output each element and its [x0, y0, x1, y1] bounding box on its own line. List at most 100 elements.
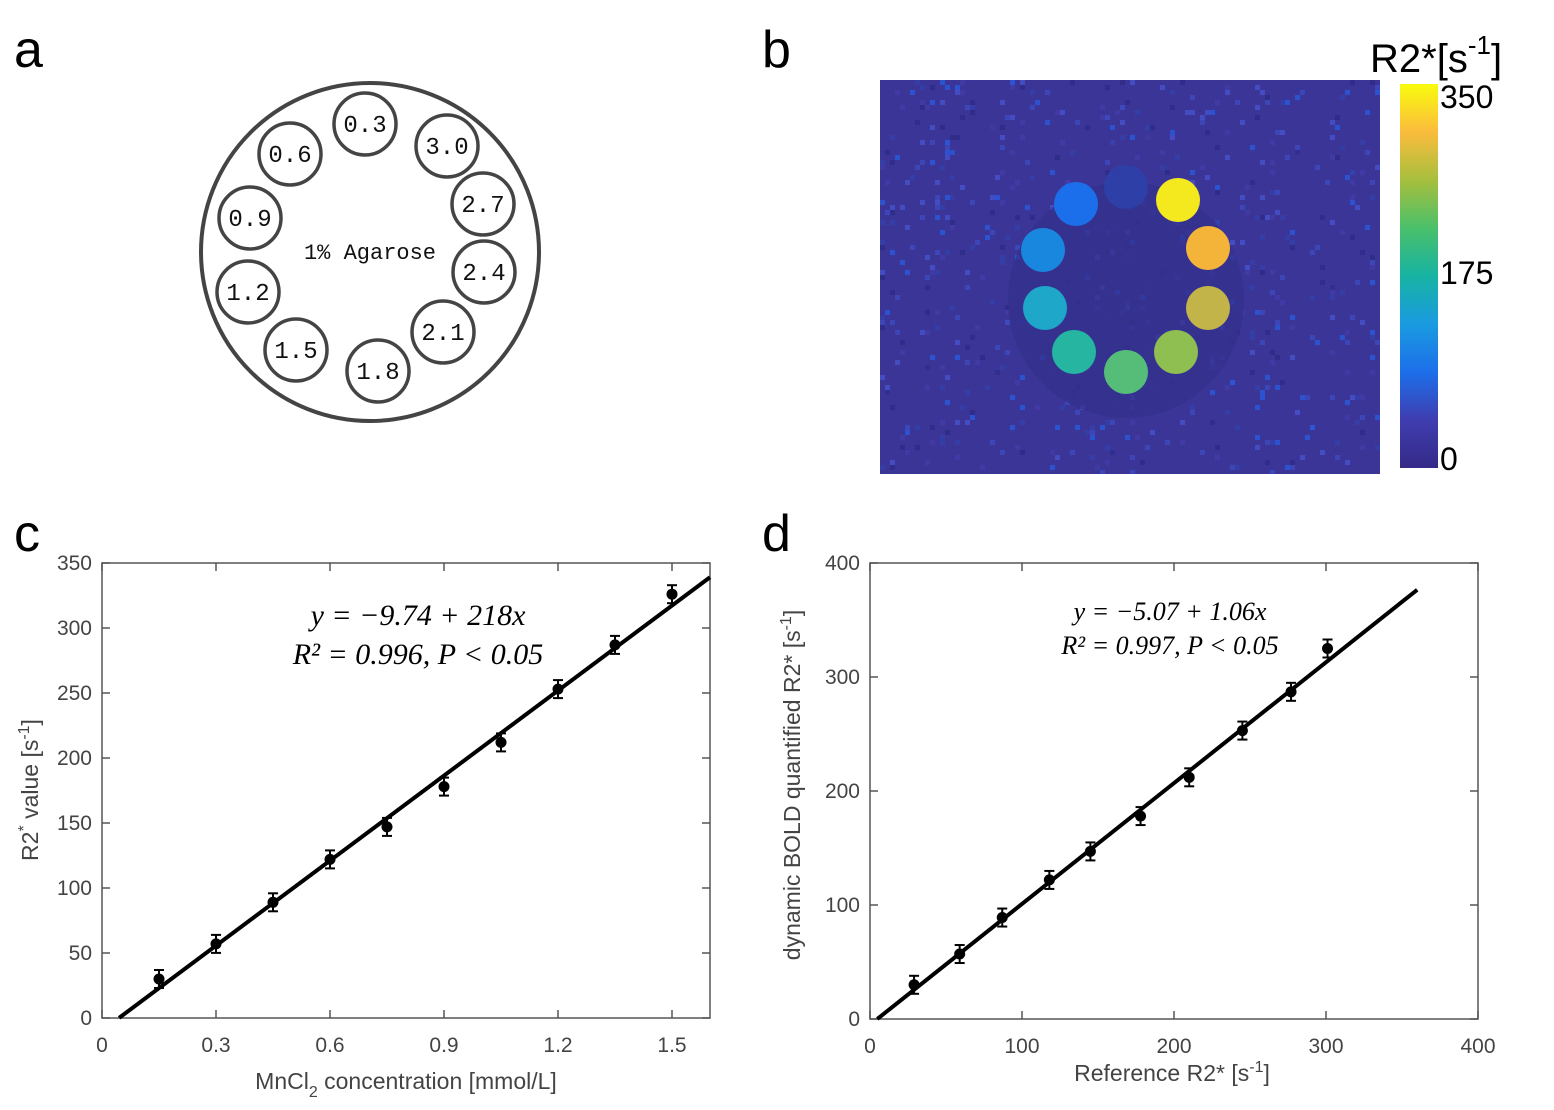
map-noise-pixel	[1085, 430, 1090, 435]
panel-label-a: a	[14, 21, 43, 79]
map-noise-pixel	[935, 310, 940, 315]
map-noise-pixel	[1245, 185, 1250, 190]
map-noise-pixel	[950, 175, 955, 180]
map-noise-pixel	[1330, 135, 1335, 140]
map-noise-pixel	[1070, 150, 1075, 155]
map-noise-pixel	[1150, 125, 1155, 130]
map-noise-pixel	[880, 160, 885, 165]
map-noise-pixel	[965, 345, 970, 350]
map-noise-pixel	[1215, 190, 1220, 195]
map-noise-pixel	[1250, 260, 1255, 265]
map-noise-pixel	[970, 415, 975, 420]
map-noise-pixel	[1190, 110, 1195, 115]
map-noise-pixel	[950, 150, 955, 155]
map-noise-pixel	[1105, 170, 1110, 175]
map-noise-pixel	[1170, 135, 1175, 140]
map-noise-pixel	[1240, 195, 1245, 200]
map-noise-pixel	[945, 375, 950, 380]
map-noise-pixel	[1010, 80, 1015, 85]
map-noise-pixel	[1240, 120, 1245, 125]
map-noise-pixel	[930, 160, 935, 165]
map-noise-pixel	[945, 150, 950, 155]
map-noise-pixel	[1255, 385, 1260, 390]
map-noise-pixel	[1250, 350, 1255, 355]
map-noise-pixel	[1035, 100, 1040, 105]
phantom-tube	[215, 259, 281, 325]
map-noise-pixel	[1275, 325, 1280, 330]
map-noise-pixel	[920, 105, 925, 110]
map-noise-pixel	[920, 140, 925, 145]
map-noise-pixel	[1005, 320, 1010, 325]
map-noise-pixel	[1265, 100, 1270, 105]
map-noise-pixel	[1290, 465, 1295, 470]
map-noise-pixel	[1335, 155, 1340, 160]
map-noise-pixel	[1120, 135, 1125, 140]
panel-label-c: c	[14, 505, 40, 563]
map-noise-pixel	[1350, 395, 1355, 400]
map-noise-pixel	[1355, 420, 1360, 425]
map-noise-pixel	[1215, 145, 1220, 150]
map-noise-pixel	[1370, 335, 1375, 340]
map-noise-pixel	[1240, 240, 1245, 245]
map-noise-pixel	[1160, 165, 1165, 170]
map-noise-pixel	[990, 300, 995, 305]
map-noise-pixel	[1115, 110, 1120, 115]
map-noise-pixel	[1255, 310, 1260, 315]
x-tick-label: 400	[1460, 1035, 1495, 1058]
map-noise-pixel	[910, 90, 915, 95]
colorbar-gradient	[1400, 84, 1438, 468]
map-noise-pixel	[1110, 125, 1115, 130]
map-noise-pixel	[1215, 185, 1220, 190]
y-tick-label: 300	[825, 666, 860, 689]
map-noise-pixel	[975, 360, 980, 365]
map-noise-pixel	[1000, 260, 1005, 265]
map-noise-pixel	[1280, 380, 1285, 385]
map-noise-pixel	[1270, 350, 1275, 355]
y-tick-label: 200	[57, 747, 92, 770]
chart-c-equation-1: y = −9.74 + 218x	[308, 599, 527, 632]
map-noise-pixel	[925, 275, 930, 280]
map-noise-pixel	[965, 420, 970, 425]
phantom-center-label: 1% Agarose	[304, 241, 436, 266]
map-noise-pixel	[885, 390, 890, 395]
map-noise-pixel	[1215, 220, 1220, 225]
map-noise-pixel	[1280, 100, 1285, 105]
map-noise-pixel	[1085, 125, 1090, 130]
map-noise-pixel	[1365, 110, 1370, 115]
map-noise-pixel	[1280, 215, 1285, 220]
map-noise-pixel	[1260, 215, 1265, 220]
map-noise-pixel	[940, 385, 945, 390]
x-tick-label: 0.3	[201, 1034, 230, 1057]
map-noise-pixel	[1105, 160, 1110, 165]
map-noise-pixel	[1125, 435, 1130, 440]
map-noise-pixel	[1100, 470, 1105, 474]
map-noise-pixel	[1000, 245, 1005, 250]
map-noise-pixel	[1340, 145, 1345, 150]
map-noise-pixel	[1305, 435, 1310, 440]
y-tick-label: 400	[825, 552, 860, 575]
map-noise-pixel	[1255, 115, 1260, 120]
map-noise-pixel	[1315, 245, 1320, 250]
map-noise-pixel	[1265, 460, 1270, 465]
map-noise-pixel	[935, 205, 940, 210]
map-noise-pixel	[945, 215, 950, 220]
map-noise-pixel	[890, 250, 895, 255]
map-noise-pixel	[955, 455, 960, 460]
map-noise-pixel	[1015, 445, 1020, 450]
map-noise-pixel	[885, 180, 890, 185]
map-noise-pixel	[1315, 165, 1320, 170]
map-noise-pixel	[1375, 85, 1380, 90]
map-noise-pixel	[1365, 225, 1370, 230]
x-tick-label: 100	[1004, 1035, 1039, 1058]
map-noise-pixel	[1260, 160, 1265, 165]
map-noise-pixel	[905, 270, 910, 275]
x-tick-label: 0	[864, 1035, 876, 1058]
map-noise-pixel	[965, 270, 970, 275]
map-noise-pixel	[1105, 445, 1110, 450]
x-tick-label: 0.9	[429, 1034, 458, 1057]
map-noise-pixel	[1300, 90, 1305, 95]
map-noise-pixel	[1270, 170, 1275, 175]
map-noise-pixel	[1065, 180, 1070, 185]
map-noise-pixel	[1330, 295, 1335, 300]
map-noise-pixel	[1275, 130, 1280, 135]
